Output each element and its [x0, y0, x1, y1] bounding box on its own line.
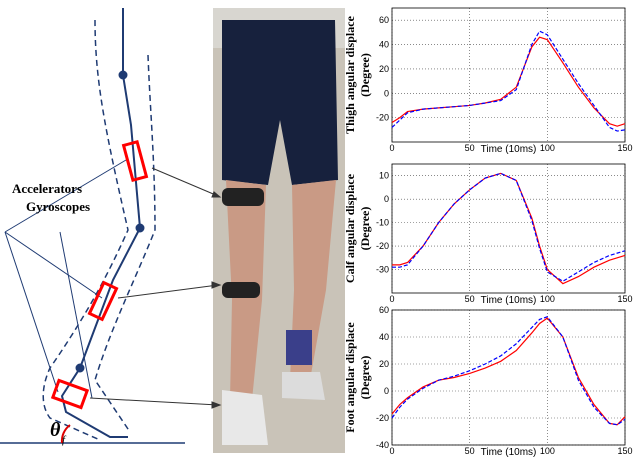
y-tick-label: 20	[379, 359, 389, 369]
x-tick-label: 150	[617, 143, 632, 153]
x-tick-label: 50	[465, 143, 475, 153]
y-tick-label: 0	[384, 88, 389, 98]
data-line	[391, 317, 626, 426]
y-tick-label: 20	[379, 64, 389, 74]
x-tick-label: 100	[540, 294, 555, 304]
arrows	[89, 167, 222, 409]
y-tick-label: -30	[376, 265, 389, 275]
y-tick-label: 60	[379, 305, 389, 315]
x-tick-label: 50	[465, 294, 475, 304]
label: Accelerators	[12, 181, 82, 196]
y-tick-label: -20	[376, 413, 389, 423]
x-tick-label: 100	[540, 143, 555, 153]
y-axis-label: Foot angular displace	[343, 322, 357, 433]
y-axis-label: Calf angular displace	[343, 173, 357, 283]
y-tick-label: -20	[376, 113, 389, 123]
x-tick-label: 0	[389, 294, 394, 304]
data-line	[391, 36, 626, 127]
plot-frame	[391, 163, 626, 294]
sensors	[50, 139, 149, 410]
x-axis-label: Time (10ms)	[481, 295, 537, 306]
angle-subscript: f	[62, 434, 67, 446]
y-tick-label: 40	[379, 40, 389, 50]
y-tick-label: 0	[384, 386, 389, 396]
x-tick-label: 150	[617, 294, 632, 304]
y-tick-label: -20	[376, 241, 389, 251]
y-tick-label: 60	[379, 15, 389, 25]
x-axis-label: Time (10ms)	[481, 144, 537, 155]
y-tick-label: -10	[376, 218, 389, 228]
x-tick-label: 100	[540, 446, 555, 456]
photo	[213, 8, 345, 453]
y-axis-label: (Degree)	[358, 356, 372, 400]
data-line	[391, 30, 626, 132]
y-tick-label: 40	[379, 332, 389, 342]
angle-symbol: θ	[50, 419, 61, 441]
y-axis-label: (Degree)	[358, 207, 372, 251]
angle-arc	[60, 424, 71, 444]
plot-frame	[391, 7, 626, 143]
y-tick-label: 0	[384, 194, 389, 204]
data-line	[392, 172, 626, 285]
y-axis-label: Thigh angular displace	[343, 15, 357, 133]
plot-frame	[391, 309, 626, 446]
leg-diagram	[0, 8, 185, 444]
label: Gyroscopes	[26, 199, 90, 214]
data-line	[391, 316, 626, 426]
x-tick-label: 0	[389, 446, 394, 456]
x-axis-label: Time (10ms)	[481, 447, 537, 458]
y-tick-label: 10	[379, 171, 389, 181]
x-tick-label: 0	[389, 143, 394, 153]
y-axis-label: (Degree)	[358, 53, 372, 97]
x-tick-label: 50	[465, 446, 475, 456]
data-line	[392, 172, 626, 282]
x-tick-label: 150	[617, 446, 632, 456]
y-tick-label: -40	[376, 440, 389, 450]
